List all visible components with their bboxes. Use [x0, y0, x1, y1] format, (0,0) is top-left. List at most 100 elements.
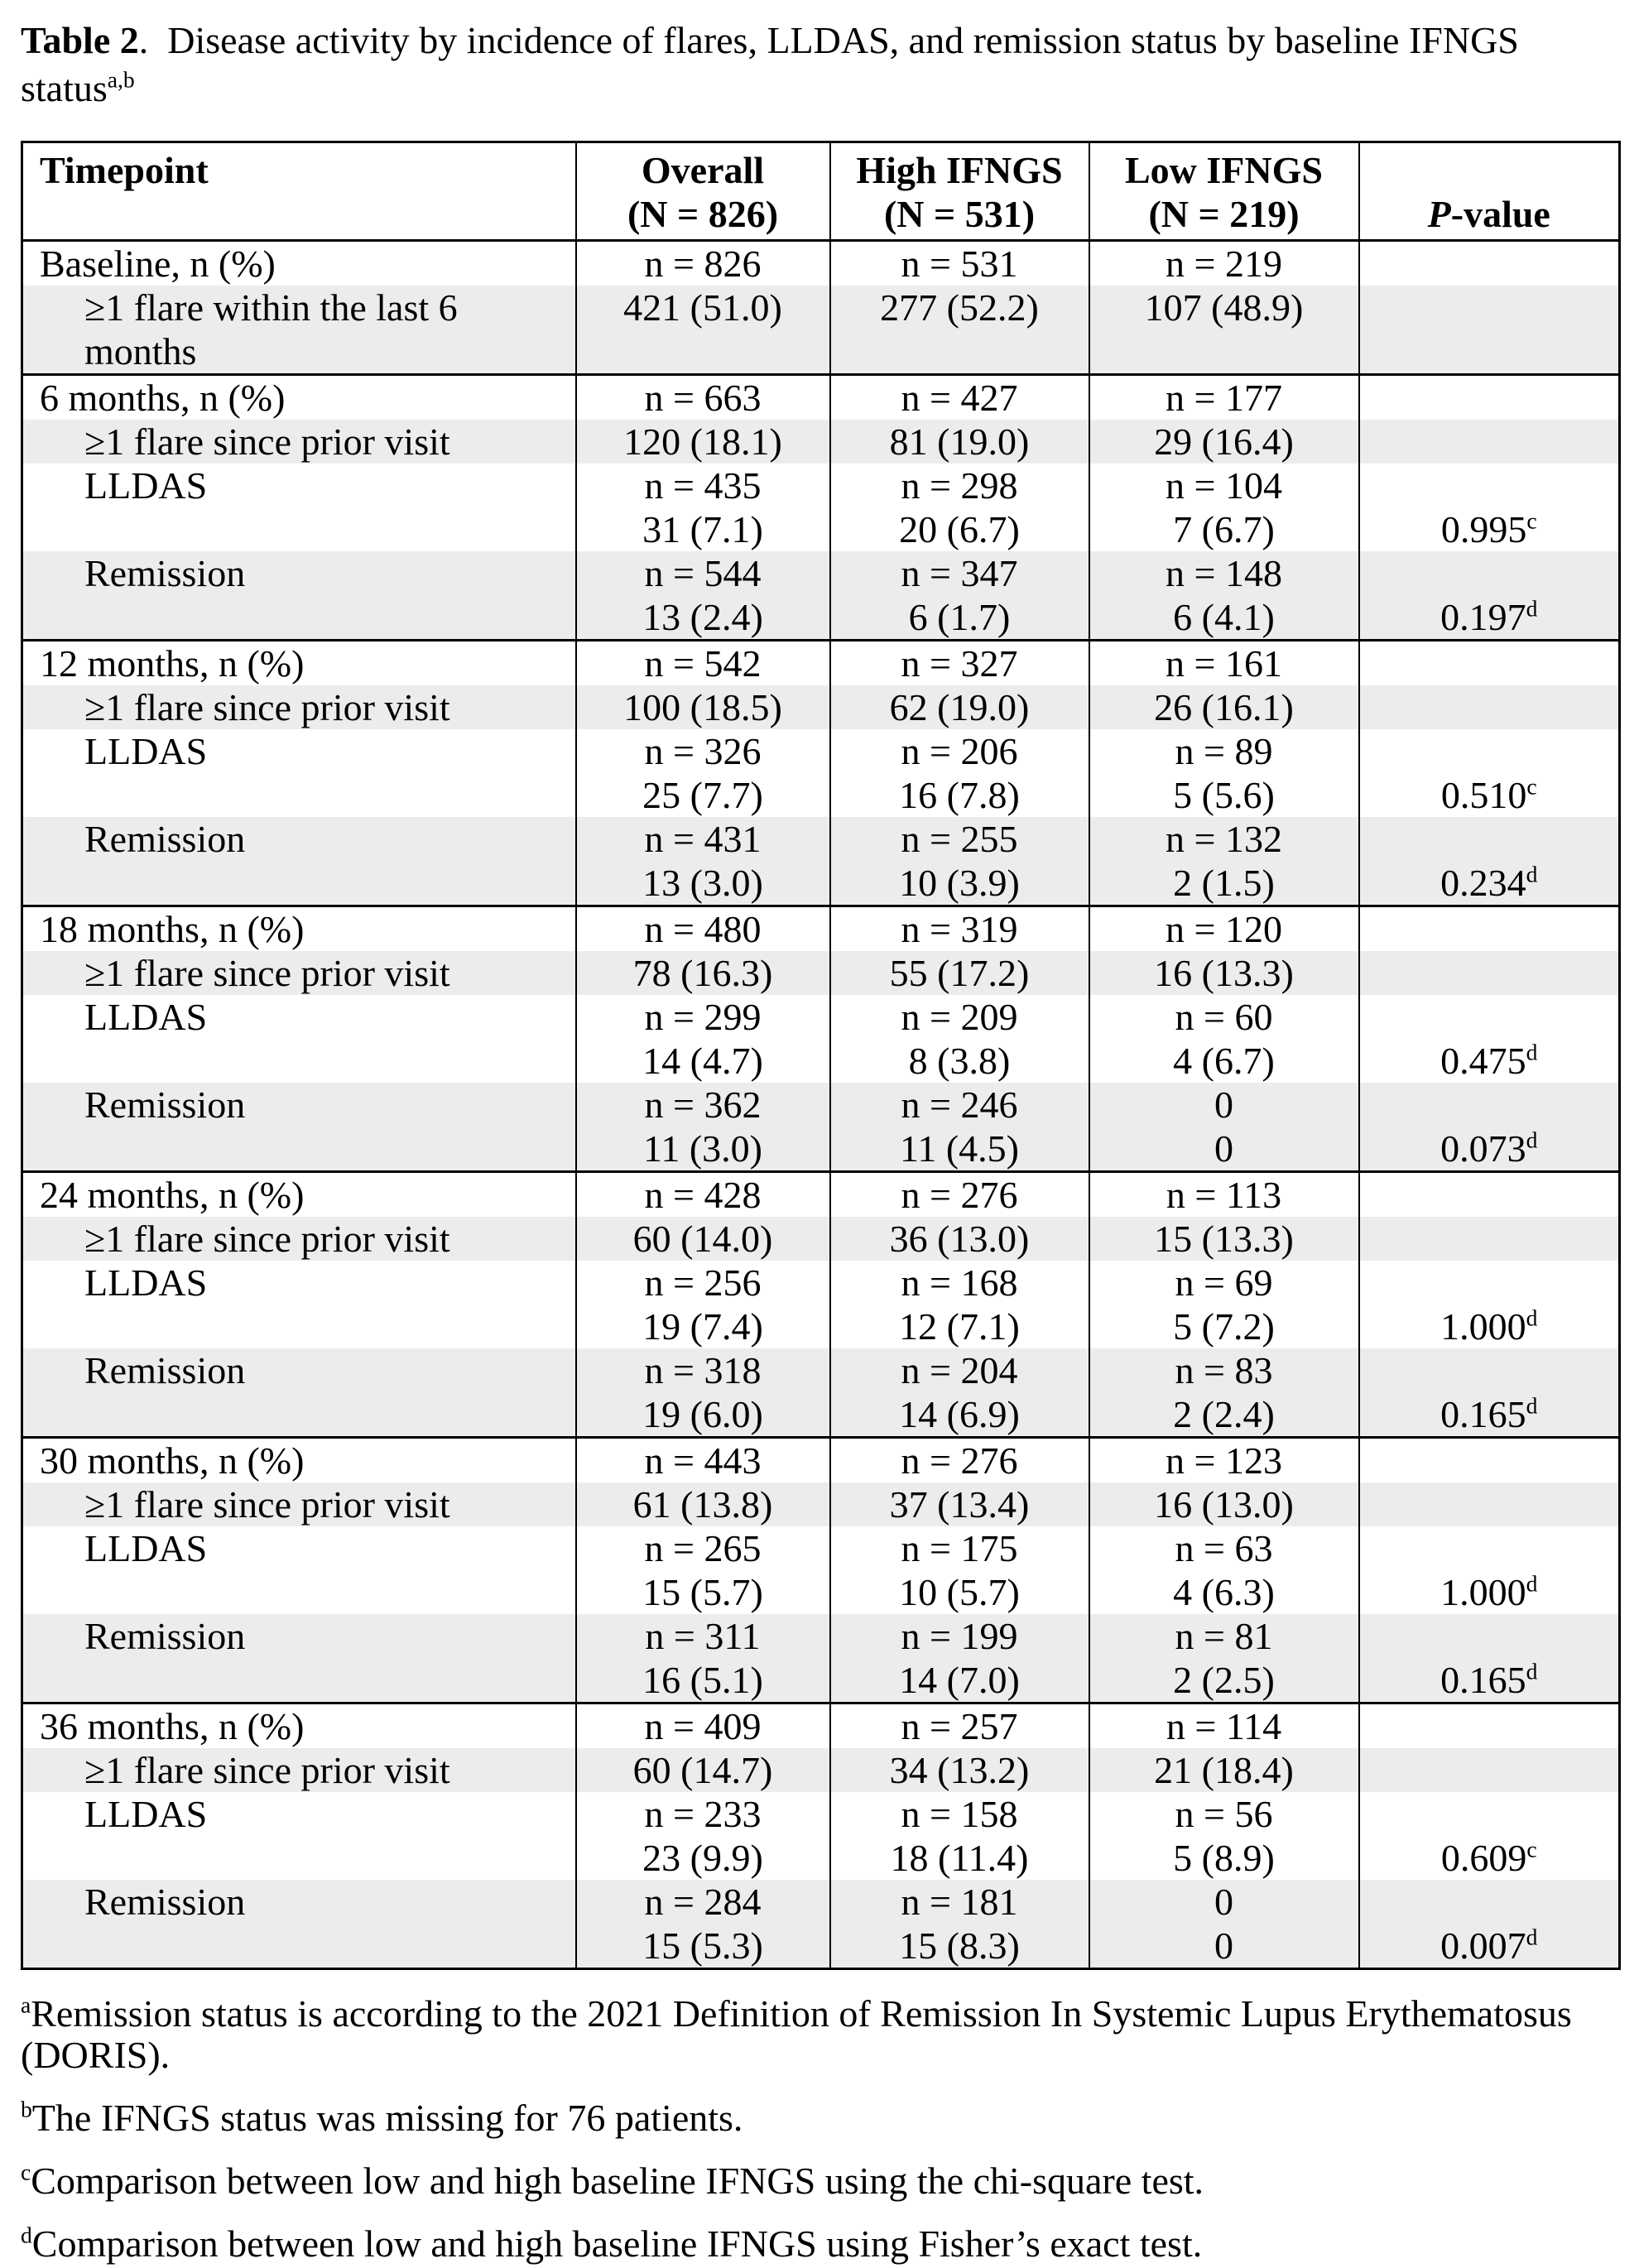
row-label-cell: Remission — [21, 551, 577, 641]
value-line: 4 (6.3) — [1173, 1571, 1275, 1613]
value-line: 15 (8.3) — [899, 1924, 1020, 1967]
n-count-line: n = 209 — [901, 996, 1018, 1038]
n-count-line: n = 60 — [1175, 996, 1273, 1038]
data-row: ≥1 flare since prior visit 100 (18.5) 62 (… — [21, 685, 1621, 729]
pvalue-number: 0.197 — [1440, 596, 1526, 638]
n-count-line: n = 81 — [1175, 1615, 1273, 1657]
value-cell: 421 (51.0) — [574, 286, 831, 375]
value-line: 18 (11.4) — [890, 1837, 1029, 1879]
timepoint-row: 18 months, n (%) n = 480 n = 319 n = 120 — [21, 905, 1621, 951]
pvalue-cell: 0.165d — [1358, 1348, 1621, 1438]
value-cell: 100 (18.5) — [574, 685, 831, 729]
n-count-line: n = 199 — [901, 1615, 1018, 1657]
row-label: LLDAS — [84, 996, 208, 1038]
value-cell: 60 (14.0) — [574, 1217, 831, 1261]
value-line: 14 (7.0) — [899, 1659, 1020, 1701]
pvalue-line: 1.000d — [1361, 1570, 1618, 1614]
n-count-line: n = 431 — [644, 818, 762, 860]
pvalue-cell — [1358, 373, 1621, 420]
n-count-line: n = 148 — [1166, 552, 1282, 594]
n-count-line: n = 233 — [644, 1793, 762, 1835]
row-label: LLDAS — [84, 464, 208, 507]
value-line: 23 (9.9) — [642, 1837, 763, 1879]
value-line: 19 (7.4) — [642, 1305, 763, 1348]
value-cell: n = 69 5 (7.2) — [1088, 1261, 1360, 1348]
value-cell: n = 89 5 (5.6) — [1088, 729, 1360, 817]
value-line: 5 (8.9) — [1173, 1837, 1275, 1879]
pvalue-cell: 0.007d — [1358, 1880, 1621, 1969]
pvalue-cell: 0.995c — [1358, 464, 1621, 551]
value-cell: n = 326 25 (7.7) — [574, 729, 831, 817]
timepoint-n-cell: n = 113 — [1088, 1170, 1360, 1217]
value-line: 15 (5.7) — [642, 1571, 763, 1613]
pvalue-cell: 1.000d — [1358, 1261, 1621, 1348]
value-cell: n = 298 20 (6.7) — [829, 464, 1090, 551]
row-label-cell: Remission — [21, 1348, 577, 1438]
pvalue-superscript: d — [1526, 1570, 1538, 1597]
footnote-c-marker: c — [21, 2159, 31, 2185]
pvalue-cell: 0.197d — [1358, 551, 1621, 641]
value-cell: n = 60 4 (6.7) — [1088, 995, 1360, 1083]
timepoint-row: Baseline, n (%) n = 826 n = 531 n = 219 — [21, 239, 1621, 286]
pvalue-cell — [1358, 1436, 1621, 1482]
value-line: 4 (6.7) — [1173, 1040, 1275, 1082]
value-cell: n = 255 10 (3.9) — [829, 817, 1090, 906]
timepoint-row: 12 months, n (%) n = 542 n = 327 n = 161 — [21, 639, 1621, 685]
row-label: Remission — [84, 1615, 246, 1657]
timepoint-n-cell: n = 480 — [574, 905, 831, 951]
timepoint-n-cell: n = 327 — [829, 639, 1090, 685]
value-cell: 37 (13.4) — [829, 1482, 1090, 1526]
data-row: LLDAS n = 435 31 (7.1) n = 298 20 (6.7) n = 1… — [21, 464, 1621, 551]
value-line: 2 (2.5) — [1173, 1659, 1275, 1701]
timepoint-n-cell: n = 427 — [829, 373, 1090, 420]
row-label-cell: LLDAS — [21, 1792, 577, 1880]
value-line: 2 (1.5) — [1173, 862, 1275, 904]
pvalue-number: 0.510 — [1440, 774, 1527, 816]
value-cell: n = 132 2 (1.5) — [1088, 817, 1360, 906]
n-count-line: n = 132 — [1166, 818, 1282, 860]
row-label-cell: ≥1 flare since prior visit — [21, 685, 577, 729]
footnote-a: aRemission status is according to the 20… — [21, 1993, 1610, 2076]
value-cell: n = 246 11 (4.5) — [829, 1083, 1090, 1172]
timepoint-n-cell: n = 409 — [574, 1702, 831, 1748]
table-title-text: . Disease activity by incidence of flare… — [21, 19, 1529, 109]
value-cell: n = 158 18 (11.4) — [829, 1792, 1090, 1880]
value-line: 6 (1.7) — [908, 596, 1011, 638]
pvalue-cell — [1358, 1702, 1621, 1748]
data-row: Remission n = 544 13 (2.4) n = 347 6 (1.7) n … — [21, 551, 1621, 641]
n-count-line: n = 168 — [901, 1261, 1018, 1304]
value-cell: n = 435 31 (7.1) — [574, 464, 831, 551]
pvalue-number: 0.165 — [1440, 1659, 1526, 1701]
row-label: Remission — [84, 818, 246, 860]
value-line: 19 (6.0) — [642, 1393, 763, 1435]
value-line: 14 (4.7) — [642, 1040, 763, 1082]
value-line: 11 (3.0) — [643, 1127, 762, 1170]
value-cell: n = 362 11 (3.0) — [574, 1083, 831, 1172]
value-line: 5 (7.2) — [1173, 1305, 1275, 1348]
pvalue-cell — [1358, 639, 1621, 685]
pvalue-superscript: d — [1526, 1392, 1538, 1419]
timepoint-label: Baseline, n (%) — [21, 239, 577, 286]
value-cell: n = 199 14 (7.0) — [829, 1614, 1090, 1703]
timepoint-label: 12 months, n (%) — [21, 639, 577, 685]
n-count-line: n = 347 — [901, 552, 1018, 594]
row-label-cell: ≥1 flare within the last 6 months — [21, 286, 577, 375]
header-overall: Overall (N = 826) — [574, 142, 831, 242]
n-count-line: 0 — [1214, 1084, 1233, 1126]
data-row: LLDAS n = 256 19 (7.4) n = 168 12 (7.1) n = 6… — [21, 1261, 1621, 1348]
pvalue-number: 0.073 — [1440, 1127, 1526, 1170]
pvalue-cell: 0.510c — [1358, 729, 1621, 817]
data-row: LLDAS n = 299 14 (4.7) n = 209 8 (3.8) n = 60… — [21, 995, 1621, 1083]
value-line: 7 (6.7) — [1173, 508, 1275, 550]
data-row: Remission n = 318 19 (6.0) n = 204 14 (6.9) n… — [21, 1348, 1621, 1438]
value-cell: n = 431 13 (3.0) — [574, 817, 831, 906]
timepoint-row: 36 months, n (%) n = 409 n = 257 n = 114 — [21, 1702, 1621, 1748]
row-label: Remission — [84, 552, 246, 594]
timepoint-n-cell: n = 123 — [1088, 1436, 1360, 1482]
pvalue-cell — [1358, 239, 1621, 286]
row-label: LLDAS — [84, 730, 208, 772]
n-count-line: n = 63 — [1175, 1527, 1273, 1569]
value-cell: 120 (18.1) — [574, 420, 831, 464]
value-cell: n = 204 14 (6.9) — [829, 1348, 1090, 1438]
